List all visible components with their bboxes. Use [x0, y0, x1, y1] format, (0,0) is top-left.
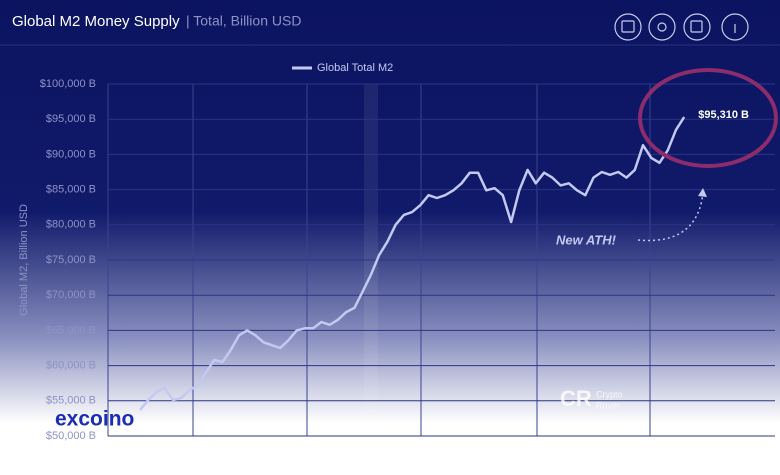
chart-title: Global M2 Money Supply [12, 13, 180, 30]
y-tick-label: $65,000 B [46, 324, 96, 336]
y-tick-label: $85,000 B [46, 184, 96, 196]
watermark-icon: CR [560, 386, 592, 411]
logo: excoino [55, 408, 134, 431]
y-tick-label: $90,000 B [46, 148, 96, 160]
chart-subtitle: | Total, Billion USD [186, 13, 301, 29]
calendar-button[interactable] [614, 13, 642, 41]
highlight-circle [638, 68, 778, 168]
y-tick-label: $100,000 B [40, 78, 96, 90]
y-tick-label: $95,000 B [46, 113, 96, 125]
export-button[interactable] [683, 13, 711, 41]
line [139, 116, 686, 411]
info-button[interactable] [721, 13, 749, 41]
y-tick-label: $70,000 B [46, 289, 96, 301]
watermark: Rover [596, 400, 620, 410]
y-tick-label: $80,000 B [46, 219, 96, 231]
annotation: New ATH! [556, 232, 617, 247]
y-tick-label: $75,000 B [46, 254, 96, 266]
value-label: $95,310 B [698, 109, 749, 121]
settings-button[interactable] [648, 13, 676, 41]
legend-label: Global Total M2 [317, 62, 393, 74]
watermark: Crypto [596, 389, 623, 399]
arrow-head [698, 188, 707, 197]
y-tick-label: $50,000 B [46, 430, 96, 442]
y-tick-label: $60,000 B [46, 360, 96, 372]
y-tick-label: $55,000 B [46, 395, 96, 407]
y-axis-label: Global M2, Billion USD [18, 204, 30, 316]
toolbar [614, 13, 749, 41]
